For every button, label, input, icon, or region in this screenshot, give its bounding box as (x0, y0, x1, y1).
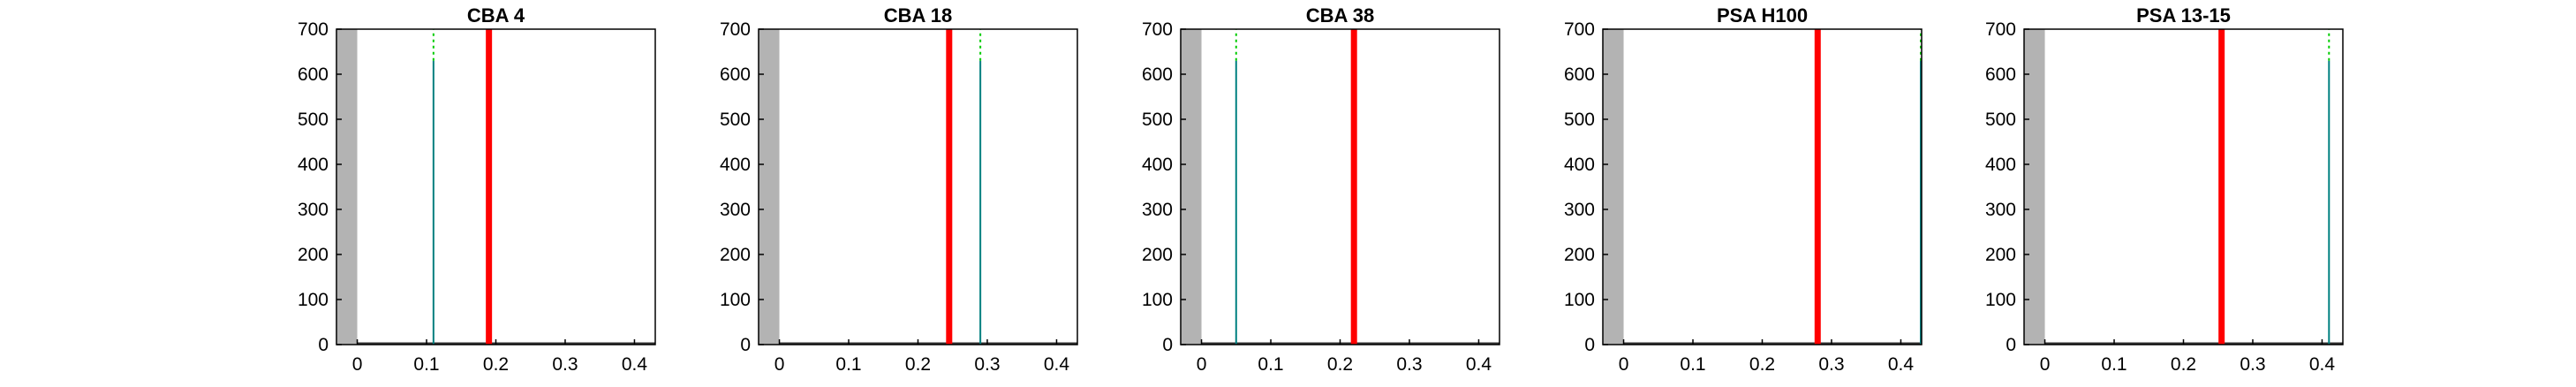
x-tick-label: 0.1 (1258, 354, 1283, 375)
x-tick-label: 0.3 (1396, 354, 1422, 375)
y-tick-label: 500 (298, 110, 329, 130)
y-tick-label: 0 (1584, 335, 1595, 355)
y-tick-label: 700 (298, 19, 329, 40)
y-tick-label: 100 (1564, 290, 1595, 310)
x-tick-label: 0.1 (1680, 354, 1705, 375)
x-tick-label: 0 (1197, 354, 1207, 375)
y-tick-label: 200 (1985, 245, 2016, 265)
y-tick-label: 0 (2006, 335, 2016, 355)
chart-title: PSA 13-15 (2136, 4, 2231, 27)
y-tick-label: 400 (1564, 155, 1595, 175)
x-tick-label: 0.4 (622, 354, 648, 375)
chart-panel-5: 0 100 200 300 400 500 600 700 0 0.1 0.2 0.3 0.4 PSA 1… (1985, 4, 2344, 375)
y-tick-label: 100 (1142, 290, 1173, 310)
x-tick-label: 0 (2040, 354, 2051, 375)
y-tick-label: 500 (1985, 110, 2016, 130)
shaded-region (2024, 29, 2045, 345)
y-tick-label: 300 (298, 200, 329, 220)
x-tick-label: 0.1 (835, 354, 861, 375)
chart-title: CBA 18 (884, 4, 952, 27)
y-tick-label: 600 (298, 64, 329, 85)
chart-panel-3: 0 100 200 300 400 500 600 700 0 0.1 0.2 0.3 0.4 CBA 3… (1142, 4, 1500, 375)
x-tick-label: 0.3 (2240, 354, 2265, 375)
x-tick-label: 0.3 (974, 354, 1000, 375)
y-tick-label: 600 (1564, 64, 1595, 85)
shaded-region (1603, 29, 1624, 345)
x-tick-label: 0.4 (2309, 354, 2336, 375)
y-tick-label: 200 (1564, 245, 1595, 265)
x-tick-label: 0.4 (1888, 354, 1915, 375)
y-tick-label: 300 (1564, 200, 1595, 220)
y-tick-label: 600 (1985, 64, 2016, 85)
y-tick-label: 500 (720, 110, 751, 130)
y-tick-label: 700 (1564, 19, 1595, 40)
x-tick-label: 0.1 (2101, 354, 2127, 375)
y-tick-label: 400 (1985, 155, 2016, 175)
y-tick-label: 0 (1162, 335, 1173, 355)
x-tick-label: 0.3 (552, 354, 578, 375)
x-tick-label: 0 (1619, 354, 1629, 375)
x-tick-label: 0 (774, 354, 785, 375)
y-tick-label: 600 (720, 64, 751, 85)
chart-title: PSA H100 (1717, 4, 1808, 27)
x-tick-label: 0.2 (1749, 354, 1775, 375)
x-tick-label: 0.2 (1327, 354, 1353, 375)
x-tick-label: 0 (352, 354, 363, 375)
y-tick-label: 500 (1564, 110, 1595, 130)
chart-panel-1: 0 100 200 300 400 500 600 700 0 0.1 0.2 0.3 0.4 CBA 4 (298, 4, 656, 375)
y-tick-label: 500 (1142, 110, 1173, 130)
y-tick-label: 200 (720, 245, 751, 265)
x-tick-label: 0.2 (483, 354, 509, 375)
y-tick-label: 400 (1142, 155, 1173, 175)
chart-panel-4: 0 100 200 300 400 500 600 700 0 0.1 0.2 0.3 0.4 PSA H… (1564, 4, 1923, 375)
x-tick-label: 0.3 (1818, 354, 1844, 375)
y-tick-label: 100 (1985, 290, 2016, 310)
shaded-region (759, 29, 780, 345)
y-tick-label: 700 (720, 19, 751, 40)
y-tick-label: 400 (298, 155, 329, 175)
shaded-region (336, 29, 358, 345)
y-tick-label: 0 (318, 335, 329, 355)
y-tick-label: 700 (1985, 19, 2016, 40)
x-tick-label: 0.2 (2171, 354, 2196, 375)
y-tick-label: 0 (740, 335, 751, 355)
chart-panel-2: 0 100 200 300 400 500 600 700 0 0.1 0.2 0.3 0.4 CBA 1… (720, 4, 1078, 375)
y-tick-label: 300 (1142, 200, 1173, 220)
y-tick-label: 100 (298, 290, 329, 310)
y-tick-label: 300 (1985, 200, 2016, 220)
x-tick-label: 0.4 (1044, 354, 1070, 375)
y-tick-label: 400 (720, 155, 751, 175)
y-tick-label: 300 (720, 200, 751, 220)
chart-title: CBA 4 (467, 4, 525, 27)
chart-title: CBA 38 (1306, 4, 1374, 27)
x-tick-label: 0.4 (1466, 354, 1492, 375)
y-tick-label: 700 (1142, 19, 1173, 40)
y-tick-label: 100 (720, 290, 751, 310)
y-tick-label: 200 (298, 245, 329, 265)
x-tick-label: 0.1 (413, 354, 439, 375)
y-tick-label: 600 (1142, 64, 1173, 85)
y-tick-label: 200 (1142, 245, 1173, 265)
shaded-region (1181, 29, 1202, 345)
x-tick-label: 0.2 (905, 354, 931, 375)
